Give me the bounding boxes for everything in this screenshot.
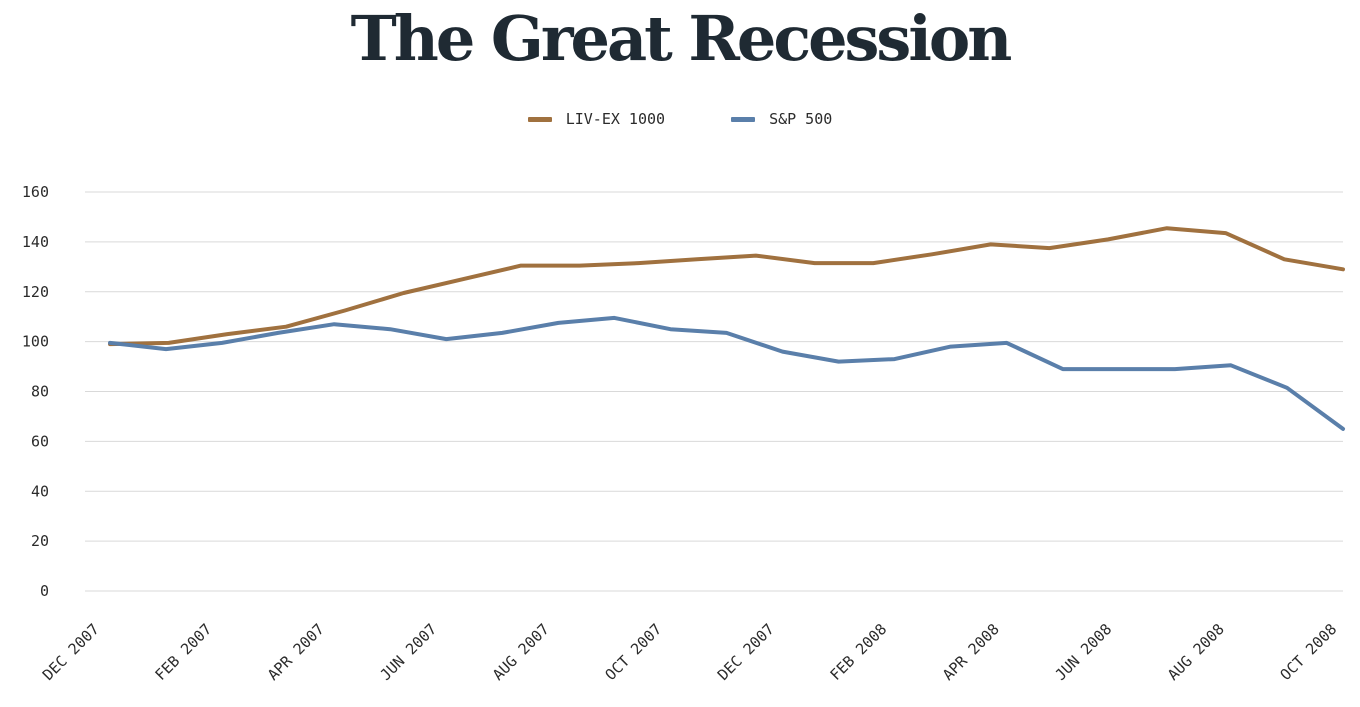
legend-swatch-liv-ex bbox=[527, 116, 552, 122]
legend-item-sp500[interactable]: S&P 500 bbox=[731, 110, 832, 128]
y-tick-label-40: 40 bbox=[31, 482, 49, 500]
y-tick-label-60: 60 bbox=[31, 432, 49, 450]
x-tick-label-1: FEB 2007 bbox=[152, 620, 216, 684]
y-tick-label-160: 160 bbox=[22, 183, 49, 201]
x-tick-label-7: FEB 2008 bbox=[827, 620, 891, 684]
series-line-sp500 bbox=[108, 315, 1345, 431]
y-tick-label-20: 20 bbox=[31, 532, 49, 550]
y-tick-label-80: 80 bbox=[31, 383, 49, 401]
x-tick-label-11: OCT 2008 bbox=[1277, 620, 1341, 684]
x-tick-label-5: OCT 2007 bbox=[602, 620, 666, 684]
x-tick-label-10: AUG 2008 bbox=[1164, 620, 1228, 684]
x-tick-label-6: DEC 2007 bbox=[714, 620, 778, 684]
chart-legend: LIV-EX 1000 S&P 500 bbox=[0, 110, 1360, 128]
y-tick-label-100: 100 bbox=[22, 333, 49, 351]
legend-swatch-sp500 bbox=[731, 116, 756, 122]
y-tick-label-120: 120 bbox=[22, 283, 49, 301]
y-tick-label-0: 0 bbox=[40, 582, 49, 600]
y-tick-label-140: 140 bbox=[22, 233, 49, 251]
legend-label-liv-ex: LIV-EX 1000 bbox=[565, 110, 666, 128]
x-tick-label-0: DEC 2007 bbox=[39, 620, 103, 684]
x-tick-label-9: JUN 2008 bbox=[1052, 620, 1116, 684]
legend-label-sp500: S&P 500 bbox=[769, 110, 833, 128]
x-tick-label-8: APR 2008 bbox=[939, 620, 1003, 684]
x-tick-label-2: APR 2007 bbox=[264, 620, 328, 684]
x-tick-label-3: JUN 2007 bbox=[377, 620, 441, 684]
legend-item-liv-ex[interactable]: LIV-EX 1000 bbox=[527, 110, 666, 128]
x-tick-label-4: AUG 2007 bbox=[489, 620, 553, 684]
series-line-liv-ex bbox=[108, 226, 1345, 347]
chart-title: The Great Recession bbox=[350, 2, 1013, 75]
